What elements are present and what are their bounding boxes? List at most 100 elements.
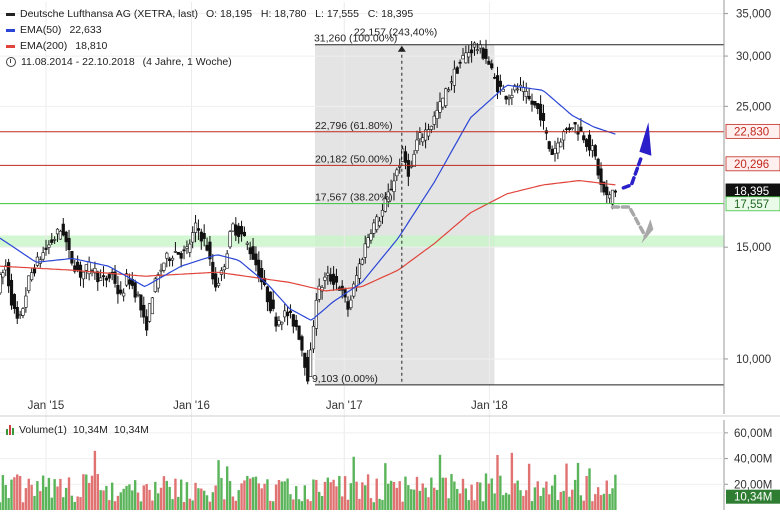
candle-down (334, 276, 339, 283)
fib-level-label-2: 17,567 (38.20%) (315, 192, 393, 204)
candle-down (530, 100, 534, 105)
volume-bar-up (608, 493, 611, 510)
volume-bar-up (179, 479, 183, 510)
volume-bar-up (464, 488, 468, 510)
volume-bar-down (306, 499, 309, 510)
volume-bar-down (277, 479, 281, 510)
price-badge-0: 22,830 (734, 126, 769, 138)
volume-bar-down (151, 500, 154, 510)
volume-bar-up (602, 493, 606, 510)
volume-bar-down (458, 493, 462, 510)
volume-bar-up (156, 493, 160, 510)
candle-down (587, 134, 592, 151)
volume-bar-down (594, 494, 597, 510)
volume-bar-up (456, 488, 459, 510)
bullish-arrow-head (639, 122, 652, 156)
candle-up (124, 273, 129, 286)
volume-bar-up (119, 492, 122, 510)
candle-down (455, 67, 459, 74)
volume-bar-up (320, 496, 324, 510)
candle-up (372, 222, 376, 234)
volume-bar-up (550, 485, 554, 510)
candle-down (527, 95, 531, 100)
volume-bar-up (254, 476, 258, 510)
candle-up (415, 139, 419, 151)
volume-bar-down (116, 495, 120, 510)
support-zone (0, 235, 724, 248)
volume-bar-up (303, 485, 307, 510)
volume-bar-down (13, 477, 16, 510)
candle-down (585, 139, 589, 147)
volume-bar-down (194, 482, 197, 510)
candle-down (70, 250, 74, 264)
candle-down (76, 261, 80, 271)
volume-bar-up (297, 499, 301, 510)
price-badge-2: 18,395 (734, 186, 769, 198)
candle-down (484, 48, 488, 59)
volume-bar-up (519, 490, 522, 510)
volume-bar-up (312, 479, 315, 510)
volume-bar-down (366, 474, 370, 510)
candle-down (541, 113, 546, 122)
candle-up (317, 285, 321, 300)
volume-bar-up (441, 477, 445, 510)
candle-down (248, 247, 252, 255)
volume-bar-up (614, 474, 617, 510)
candle-up (516, 88, 520, 91)
volume-bar-up (44, 486, 48, 510)
candle-down (539, 103, 543, 121)
volume-bar-up (467, 500, 470, 510)
volume-bar-up (50, 497, 53, 510)
volume-bar-down (200, 488, 203, 510)
volume-bar-up (128, 484, 131, 510)
volume-bar-up (246, 475, 249, 510)
candle-up (444, 88, 448, 106)
price-badge-bg (725, 156, 780, 172)
candle-up (449, 81, 454, 84)
ema50-swatch (6, 28, 15, 32)
volume-bar-down (427, 497, 430, 510)
volume-bar-up (553, 474, 557, 510)
legend-period-note: (4 Jahre, 1 Woche) (142, 56, 232, 68)
candle-down (536, 103, 540, 110)
candle-up (93, 268, 97, 274)
volume-bar-down (292, 499, 295, 510)
candle-down (202, 232, 206, 239)
volume-bar-down (346, 499, 350, 510)
volume-bar-down (274, 484, 278, 510)
legend-ema50-value: 22,633 (69, 24, 102, 36)
volume-bar-up (539, 495, 542, 510)
candle-up (513, 85, 517, 91)
volume-bar-down (16, 474, 19, 510)
volume-bar-up (499, 475, 502, 510)
volume-bar-up (133, 480, 137, 510)
volume-bar-down (392, 481, 396, 510)
fib-high-label: 31,260 (100.00%) (314, 33, 397, 45)
volume-bar-up (479, 482, 482, 510)
volume-bar-down (248, 478, 252, 510)
volume-bar-up (228, 481, 232, 510)
candle-up (441, 97, 445, 108)
legend-ohlc: O: 18,195 H: 18,780 L: 17,555 C: 18,395 (206, 8, 414, 20)
volume-legend: Volume(1) 10,34M 10,34M (6, 424, 149, 436)
candle-down (297, 325, 301, 340)
volume-bar-up (289, 494, 292, 510)
volume-bar-up (10, 479, 13, 510)
candle-down (285, 311, 290, 317)
candle-down (50, 239, 54, 243)
candle-down (306, 357, 310, 382)
candle-down (300, 336, 304, 351)
candle-up (590, 145, 594, 151)
volume-badge-bg (726, 489, 780, 504)
volume-bar-up (326, 477, 330, 510)
volume-bar-down (208, 501, 212, 510)
volume-bar-down (444, 477, 447, 510)
volume-bar-down (605, 480, 608, 510)
volume-bar-up (154, 481, 157, 510)
candle-up (354, 275, 359, 287)
volume-bar-down (461, 478, 465, 510)
volume-bar-up (33, 495, 36, 510)
candle-down (12, 294, 16, 310)
volume-bar-down (113, 501, 117, 510)
